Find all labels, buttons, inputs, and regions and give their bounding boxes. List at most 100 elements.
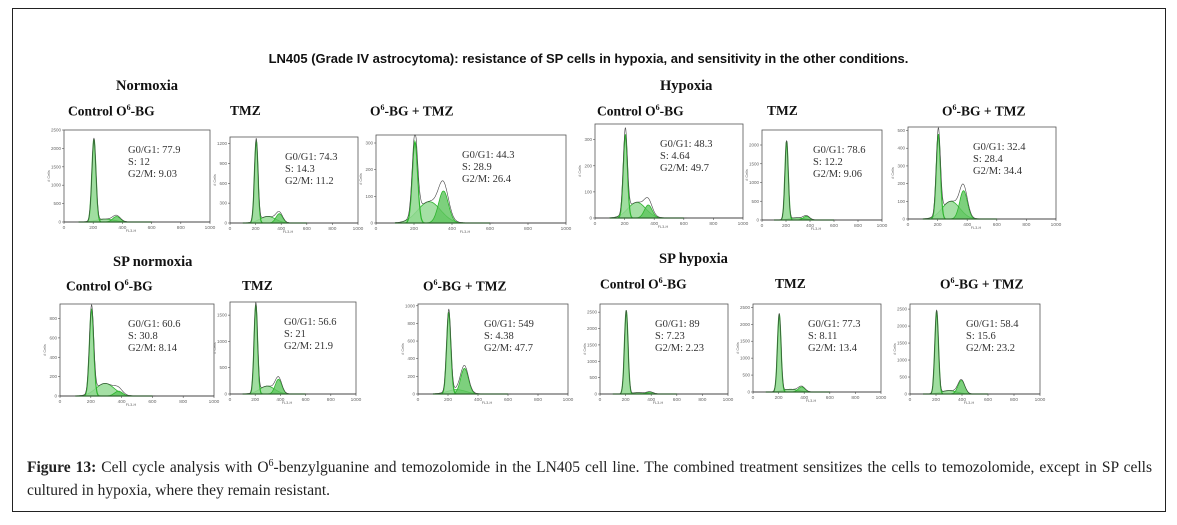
panel-title: Control O6-BG (68, 103, 155, 120)
y-tick-label: 2000 (740, 322, 751, 327)
histogram-panel: 0 500 1000 1500 2000 0 200 400 600 800 1000 FL3-H # … (742, 128, 888, 232)
y-tick-label: 100 (897, 199, 905, 204)
stat-line: G0/G1: 549 (484, 319, 534, 330)
x-tick-label: 0 (909, 397, 912, 403)
y-tick-label: 500 (742, 373, 750, 378)
histogram-chart: 0 500 1000 1500 2000 2500 0 200 400 600 800 1000 FL3… (736, 303, 887, 403)
plot-area (594, 123, 744, 219)
stat-line: S: 8.11 (808, 331, 838, 342)
stat-line: G0/G1: 44.3 (462, 150, 515, 161)
x-tick-label: 600 (303, 226, 311, 232)
y-tick-label: 1000 (587, 359, 598, 364)
x-tick-label: 800 (851, 395, 859, 401)
stat-line: G0/G1: 58.4 (966, 319, 1019, 330)
stat-line: G2/M: 49.7 (660, 163, 710, 174)
x-tick-label: 200 (621, 221, 629, 227)
y-tick-label: 2500 (587, 310, 598, 315)
x-tick-label: 800 (1022, 222, 1030, 228)
y-tick-label: 1000 (217, 339, 228, 344)
y-axis-label: # Cells (47, 170, 51, 182)
x-axis-label: FL3-H (653, 401, 664, 405)
stat-line: G0/G1: 74.3 (285, 152, 338, 163)
x-tick-label: 200 (934, 222, 942, 228)
title-text: -BG (659, 103, 684, 119)
caption-sup: 6 (268, 458, 274, 469)
y-tick-label: 2000 (51, 146, 62, 151)
x-tick-label: 600 (148, 399, 156, 405)
x-tick-label: 0 (63, 225, 66, 231)
cell-cycle-stats: G0/G1: 58.4 S: 15.6 G2/M: 23.2 (966, 319, 1019, 355)
section-sp-hypoxia: SP hypoxia (659, 251, 728, 267)
title-text: -BG + TMZ (384, 103, 454, 119)
x-tick-label: 400 (800, 395, 808, 401)
cell-cycle-stats: G0/G1: 77.9 S: 12 G2/M: 9.03 (128, 145, 181, 181)
y-tick-label: 200 (407, 374, 415, 379)
x-tick-label: 0 (599, 397, 602, 403)
title-sup: 6 (124, 278, 129, 287)
y-tick-label: 0 (902, 217, 905, 222)
y-tick-label: 400 (49, 355, 57, 360)
title-text: Control O (68, 103, 127, 119)
title-sup: 6 (380, 103, 385, 112)
title-text: -BG (662, 276, 687, 292)
x-tick-label: 1000 (561, 226, 572, 232)
stat-line: S: 4.64 (660, 151, 690, 162)
histogram-chart: 0 100 200 300 0 200 400 600 800 1000 FL3-H # Cells (359, 134, 572, 234)
histogram-chart: 0 500 1000 1500 0 200 400 600 800 1000 FL3-H # Cell… (213, 301, 362, 405)
histogram-panel: 0 500 1000 1500 2000 2500 0 200 400 600 800 1000 FL3… (890, 302, 1046, 406)
title-text: O (942, 103, 953, 119)
cell-cycle-stats: G0/G1: 78.6 S: 12.2 G2/M: 9.06 (813, 145, 866, 181)
stat-line: G0/G1: 89 (655, 319, 700, 330)
histogram-panel: 0 500 1000 1500 2000 2500 0 200 400 600 800 1000 FL3… (733, 302, 887, 404)
y-tick-label: 0 (747, 390, 750, 395)
panel-title: TMZ (242, 278, 273, 294)
x-tick-label: 600 (673, 397, 681, 403)
y-axis-label: # Cells (578, 165, 582, 177)
x-axis-label: FL3-H (811, 227, 822, 231)
stat-line: S: 12 (128, 157, 150, 168)
x-tick-label: 800 (179, 399, 187, 405)
x-axis-label: FL3-H (283, 230, 294, 234)
title-text: Control O (597, 103, 656, 119)
histogram-chart: 0 300 600 900 1200 0 200 400 600 800 1000 FL3-H # Ce… (213, 136, 364, 234)
title-text: TMZ (775, 276, 806, 291)
title-text: TMZ (230, 103, 261, 118)
y-tick-label: 500 (53, 201, 61, 206)
histogram-panel: 0 500 1000 1500 0 200 400 600 800 1000 FL3-H # Cell… (210, 300, 362, 406)
histogram-panel: 0 300 600 900 1200 0 200 400 600 800 1000 FL3-H # Ce… (210, 135, 364, 235)
plot-area (761, 129, 883, 221)
title-text: O (423, 278, 434, 294)
y-tick-label: 1200 (217, 141, 228, 146)
y-axis-label: # Cells (359, 173, 363, 185)
cell-cycle-stats: G0/G1: 44.3 S: 28.9 G2/M: 26.4 (462, 150, 515, 186)
y-tick-label: 0 (904, 392, 907, 397)
y-tick-label: 1000 (740, 356, 751, 361)
plot-area (229, 136, 359, 224)
x-tick-label: 1000 (351, 397, 362, 403)
y-tick-label: 1500 (897, 341, 908, 346)
y-axis-label: # Cells (745, 169, 749, 181)
title-sup: 6 (658, 276, 663, 285)
histogram-chart: 0 500 1000 1500 2000 2500 0 200 400 600 800 1000 FL3… (583, 303, 734, 405)
figure-caption: Figure 13: Cell cycle analysis with O6-b… (27, 452, 1152, 502)
title-text: TMZ (242, 278, 273, 293)
title-text: -BG + TMZ (956, 103, 1026, 119)
x-tick-label: 600 (826, 395, 834, 401)
y-tick-label: 1000 (405, 303, 416, 308)
stat-line: S: 28.9 (462, 162, 492, 173)
x-tick-label: 400 (474, 397, 482, 403)
stat-line: S: 14.3 (285, 164, 315, 175)
x-axis-label: FL3-H (282, 401, 293, 405)
y-tick-label: 400 (897, 146, 905, 151)
stat-line: G0/G1: 77.9 (128, 145, 181, 156)
panel-title: O6-BG + TMZ (423, 278, 506, 295)
y-axis-label: # Cells (736, 342, 740, 354)
section-normoxia: Normoxia (116, 78, 179, 94)
y-tick-label: 400 (407, 356, 415, 361)
x-tick-label: 600 (993, 222, 1001, 228)
cell-cycle-stats: G0/G1: 77.3 S: 8.11 G2/M: 13.4 (808, 319, 861, 355)
caption-text-1: Cell cycle analysis with O (96, 459, 269, 477)
stat-line: G2/M: 11.2 (285, 176, 334, 187)
stat-line: G0/G1: 78.6 (813, 145, 866, 156)
y-tick-label: 500 (751, 199, 759, 204)
